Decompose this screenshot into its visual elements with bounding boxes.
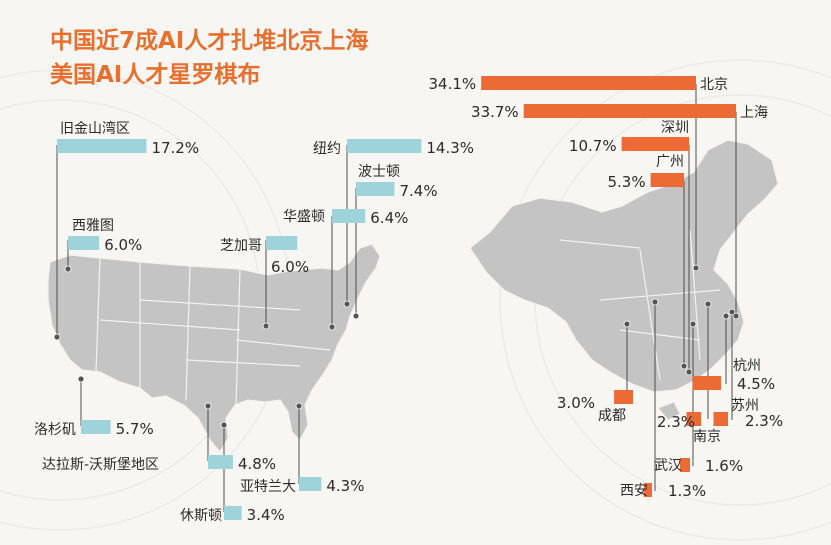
cn-value-label-8: 1.6% bbox=[705, 457, 743, 475]
us-map bbox=[47, 243, 381, 454]
us-bar-9 bbox=[224, 506, 242, 520]
cn-bar-3 bbox=[650, 173, 684, 187]
us-category-label-5: 芝加哥 bbox=[220, 238, 262, 254]
cn-bar-5 bbox=[614, 390, 633, 404]
title-line-2: 美国AI人才星罗棋布 bbox=[50, 61, 260, 88]
cn-category-label-6: 南京 bbox=[693, 429, 721, 445]
cn-category-label-4: 杭州 bbox=[733, 358, 761, 374]
cn-bar-8 bbox=[679, 458, 690, 472]
cn-bar-7 bbox=[713, 412, 728, 426]
us-value-label-0: 17.2% bbox=[151, 139, 199, 157]
us-value-label-1: 14.3% bbox=[426, 139, 474, 157]
us-category-label-9: 休斯顿 bbox=[180, 508, 222, 524]
cn-category-label-1: 上海 bbox=[740, 105, 768, 121]
us-value-label-9: 3.4% bbox=[247, 506, 285, 524]
us-category-label-2: 波士顿 bbox=[358, 164, 400, 180]
us-bar-6 bbox=[81, 420, 111, 434]
cn-bar-1 bbox=[523, 104, 736, 118]
us-bar-2 bbox=[356, 182, 395, 196]
us-category-label-6: 洛杉矶 bbox=[34, 422, 76, 438]
us-value-label-2: 7.4% bbox=[399, 182, 437, 200]
cn-category-label-7: 苏州 bbox=[731, 398, 759, 414]
us-value-label-7: 4.8% bbox=[238, 455, 276, 473]
cn-category-label-3: 广州 bbox=[656, 154, 684, 170]
cn-bar-4 bbox=[692, 376, 721, 390]
cn-value-label-5: 3.0% bbox=[557, 394, 595, 412]
us-bar-5 bbox=[266, 236, 298, 250]
cn-value-label-9: 1.3% bbox=[668, 482, 706, 500]
us-category-label-8: 亚特兰大 bbox=[240, 479, 296, 495]
cn-bar-9 bbox=[643, 483, 652, 497]
us-value-label-6: 5.7% bbox=[116, 420, 154, 438]
china-map bbox=[469, 139, 779, 421]
cn-category-label-5: 成都 bbox=[598, 408, 626, 424]
us-bar-1 bbox=[347, 139, 422, 153]
us-bars: 旧金山湾区 17.2% 纽约 14.3% 波士顿 7.4% 华盛顿 6.4% 西雅图 6.0% 芝加… bbox=[34, 120, 474, 524]
cn-value-label-3: 5.3% bbox=[608, 173, 646, 191]
title-line-1: 中国近7成AI人才扎堆北京上海 bbox=[50, 27, 368, 54]
cn-value-label-2: 10.7% bbox=[569, 137, 617, 155]
city-dots bbox=[53, 264, 740, 429]
cn-leader-lines bbox=[626, 84, 737, 491]
us-category-label-7: 达拉斯-沃斯堡地区 bbox=[42, 457, 159, 473]
us-value-label-8: 4.3% bbox=[326, 477, 364, 495]
cn-bars: 北京 34.1% 上海 33.7% 深圳 10.7% 广州 5.3% 杭州4.5% 成都3.0% 南… bbox=[429, 75, 784, 500]
cn-category-label-2: 深圳 bbox=[661, 120, 689, 136]
us-bar-3 bbox=[332, 209, 366, 223]
cn-value-label-0: 34.1% bbox=[429, 75, 477, 93]
cn-category-label-8: 武汉 bbox=[654, 458, 682, 474]
cn-bar-6 bbox=[686, 412, 701, 426]
cn-category-label-0: 北京 bbox=[700, 77, 728, 93]
us-category-label-1: 纽约 bbox=[313, 141, 341, 157]
cn-value-label-7: 2.3% bbox=[745, 412, 783, 430]
cn-value-label-4: 4.5% bbox=[737, 375, 775, 393]
us-bar-0 bbox=[57, 139, 147, 153]
us-bar-4 bbox=[68, 236, 100, 250]
cn-bar-0 bbox=[481, 76, 696, 90]
us-value-label-4: 6.0% bbox=[104, 236, 142, 254]
us-bar-8 bbox=[299, 477, 322, 491]
us-value-label-5: 6.0% bbox=[271, 258, 309, 276]
us-category-label-4: 西雅图 bbox=[72, 218, 114, 234]
us-category-label-3: 华盛顿 bbox=[283, 209, 325, 225]
cn-bar-2 bbox=[621, 137, 689, 151]
us-category-label-0: 旧金山湾区 bbox=[60, 120, 130, 137]
us-bar-7 bbox=[208, 455, 233, 469]
us-value-label-3: 6.4% bbox=[370, 209, 408, 227]
cn-value-label-6: 2.3% bbox=[657, 413, 695, 431]
cn-value-label-1: 33.7% bbox=[471, 103, 519, 121]
cn-category-label-9: 西安 bbox=[620, 483, 648, 499]
